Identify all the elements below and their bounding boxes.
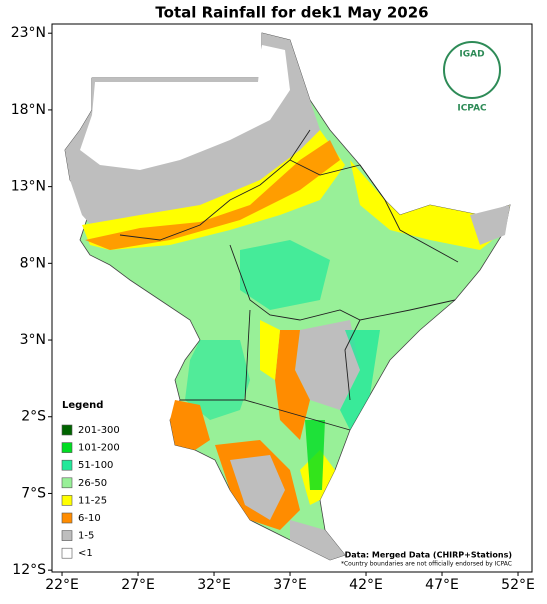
y-tick-label: 3°N bbox=[20, 332, 46, 348]
legend-swatch bbox=[61, 424, 73, 436]
legend-label: 26-50 bbox=[78, 478, 107, 489]
legend-label: 1-5 bbox=[78, 531, 94, 542]
legend: Legend 201-300 101-200 51-100 26-50 11-25 6-1… bbox=[61, 400, 120, 559]
x-tick-label: 37°E bbox=[273, 577, 307, 593]
x-tick-label: 32°E bbox=[197, 577, 231, 593]
legend-label: 11-25 bbox=[78, 495, 107, 506]
legend-label: 201-300 bbox=[78, 425, 120, 436]
legend-swatch bbox=[61, 512, 73, 524]
disclaimer: *Country boundaries are not officially e… bbox=[341, 561, 512, 568]
legend-title: Legend bbox=[62, 400, 103, 411]
x-tick-label: 22°E bbox=[45, 577, 79, 593]
y-tick-label: 13°N bbox=[11, 179, 46, 195]
x-tick-label: 42°E bbox=[349, 577, 383, 593]
y-tick-label: 7°S bbox=[21, 485, 46, 501]
legend-swatch bbox=[61, 477, 73, 489]
logo-org: ICPAC bbox=[457, 104, 487, 114]
rainfall-field bbox=[64, 32, 511, 561]
x-tick-label: 47°E bbox=[425, 577, 459, 593]
legend-label: 6-10 bbox=[78, 513, 101, 524]
data-source: Data: Merged Data (CHIRP+Stations) bbox=[345, 551, 512, 560]
y-tick-label: 8°N bbox=[20, 255, 46, 271]
logo-name: IGAD bbox=[459, 50, 484, 60]
legend-swatch bbox=[61, 459, 73, 471]
y-tick-label: 18°N bbox=[11, 102, 46, 118]
legend-label: <1 bbox=[78, 548, 93, 559]
country-borders bbox=[119, 129, 459, 431]
logo: IGAD ICPAC bbox=[443, 41, 501, 114]
legend-label: 101-200 bbox=[78, 443, 120, 454]
legend-label: 51-100 bbox=[78, 460, 113, 471]
y-tick-label: 2°S bbox=[21, 409, 46, 425]
y-tick-label: 23°N bbox=[11, 25, 46, 41]
x-tick-label: 27°E bbox=[121, 577, 155, 593]
legend-swatch bbox=[61, 495, 73, 506]
logo-ring bbox=[443, 41, 501, 99]
legend-swatch bbox=[61, 530, 73, 541]
y-tick-label: 12°S bbox=[12, 562, 46, 578]
legend-swatch bbox=[61, 547, 73, 559]
title: Total Rainfall for dek1 May 2026 bbox=[155, 4, 428, 22]
x-tick-label: 52°E bbox=[501, 577, 535, 593]
legend-swatch bbox=[61, 442, 73, 453]
